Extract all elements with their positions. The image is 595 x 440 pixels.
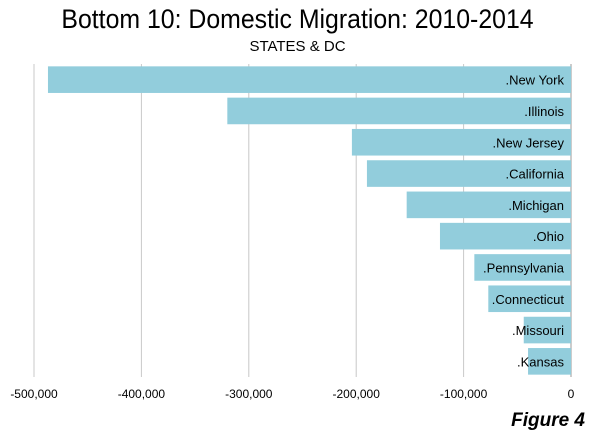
bar bbox=[528, 348, 571, 375]
bar bbox=[523, 316, 571, 344]
category-label: .Missouri bbox=[512, 323, 564, 338]
category-label: .Kansas bbox=[517, 354, 564, 369]
bar bbox=[366, 160, 571, 187]
x-tick-label: -100,000 bbox=[440, 387, 488, 401]
x-tick-label: -500,000 bbox=[10, 387, 58, 401]
category-label: .Ohio bbox=[533, 229, 564, 244]
bar bbox=[406, 191, 571, 219]
figure-label: Figure 4 bbox=[511, 410, 585, 431]
category-label: .Pennsylvania bbox=[483, 260, 565, 275]
category-label: .California bbox=[505, 167, 564, 182]
x-tick-label: -200,000 bbox=[333, 387, 381, 401]
category-label: .Michigan bbox=[508, 198, 564, 213]
x-tick-label: -300,000 bbox=[225, 387, 273, 401]
x-axis: -500,000 -400,000 -300,000 -200,000 -100,000… bbox=[10, 387, 574, 401]
bar bbox=[474, 254, 571, 281]
category-label: .New York bbox=[505, 73, 564, 88]
chart-subtitle: STATES & DC bbox=[249, 38, 346, 55]
chart-title: Bottom 10: Domestic Migration: 2010-2014 bbox=[61, 4, 534, 34]
bar-labels: .New York .Illinois .New Jersey .California… bbox=[483, 73, 565, 370]
x-tick-label: -400,000 bbox=[118, 387, 166, 401]
bar bbox=[439, 222, 571, 250]
category-label: .Illinois bbox=[524, 104, 564, 119]
category-label: .New Jersey bbox=[492, 135, 564, 150]
bar bbox=[227, 97, 571, 125]
bars bbox=[47, 66, 572, 375]
bar bbox=[47, 66, 572, 93]
category-label: .Connecticut bbox=[492, 292, 565, 307]
bar bbox=[351, 128, 571, 156]
bar bbox=[488, 285, 571, 313]
x-tick-label: 0 bbox=[568, 387, 575, 401]
